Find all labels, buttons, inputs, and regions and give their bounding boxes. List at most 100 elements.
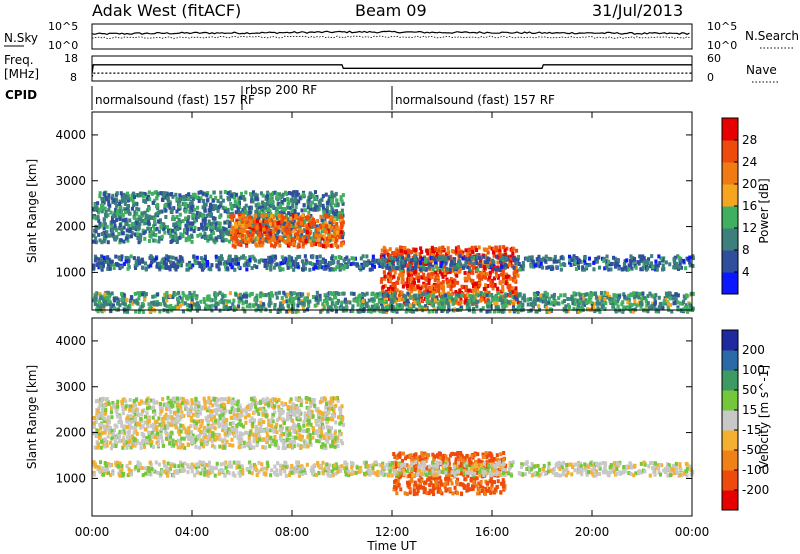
cell (268, 303, 272, 308)
cell (153, 238, 157, 243)
cell (105, 302, 109, 307)
cell (260, 223, 264, 228)
cell (222, 227, 226, 232)
cell (431, 248, 435, 253)
cell (514, 291, 518, 296)
cell (144, 261, 148, 266)
cell (501, 279, 505, 284)
cell (383, 260, 387, 265)
cell (378, 291, 382, 296)
cell (331, 399, 335, 404)
cell (226, 220, 230, 225)
cell (241, 254, 245, 259)
cell (471, 288, 475, 293)
cell (133, 195, 137, 200)
cell (103, 302, 107, 307)
cell (664, 260, 668, 265)
cell (237, 209, 241, 214)
cell (245, 259, 249, 264)
cell (332, 225, 336, 230)
cell (109, 224, 113, 229)
cell (284, 430, 288, 435)
cell (384, 257, 388, 262)
cell (504, 298, 508, 303)
cell (321, 257, 325, 262)
cell (280, 228, 284, 233)
cell (542, 293, 546, 298)
cell (260, 205, 264, 210)
cell (324, 192, 328, 197)
cell (361, 299, 365, 304)
cell (395, 288, 399, 293)
cell (431, 288, 435, 293)
cell (346, 264, 350, 269)
cell (407, 279, 411, 284)
cell (633, 299, 637, 303)
cell (291, 200, 295, 205)
cell (127, 234, 131, 239)
cell (444, 261, 448, 266)
cell (306, 292, 310, 297)
cell (433, 278, 437, 283)
cell (673, 296, 677, 301)
cell (287, 227, 291, 232)
cell (302, 262, 306, 267)
cell (156, 262, 160, 267)
cell (137, 240, 141, 245)
cell (238, 296, 242, 300)
cell (235, 192, 239, 197)
cell (496, 253, 500, 258)
cell (550, 294, 554, 299)
cell (457, 247, 461, 252)
cell (436, 251, 440, 256)
cell (188, 260, 192, 265)
cell (489, 258, 493, 263)
cell (178, 225, 182, 230)
cbar-block (722, 162, 738, 185)
cell (326, 212, 330, 216)
cell (505, 275, 509, 279)
cell (206, 234, 210, 239)
cell (273, 306, 277, 311)
freq-label-line2: [MHz] (4, 67, 39, 81)
cell (493, 282, 497, 287)
cell (325, 205, 329, 210)
cell (214, 420, 218, 425)
cell (100, 303, 104, 308)
cell (181, 291, 185, 295)
cell (155, 226, 159, 231)
cell (393, 298, 397, 303)
cell (192, 229, 196, 234)
cell (118, 213, 122, 218)
cell (237, 256, 241, 261)
cell (327, 198, 331, 203)
cbar-tick-label: 12 (742, 221, 757, 235)
cell (361, 308, 365, 313)
cell (339, 195, 343, 200)
cell (275, 262, 279, 267)
cell (251, 228, 255, 233)
cell (429, 292, 433, 297)
cell (473, 281, 477, 286)
cell (678, 265, 682, 270)
cell (435, 296, 439, 301)
cell (583, 255, 587, 260)
cell (513, 257, 517, 262)
cell (325, 209, 329, 214)
cell (301, 244, 305, 249)
cell (286, 217, 290, 222)
cell (530, 258, 534, 263)
cell (293, 226, 297, 231)
cell (199, 299, 203, 304)
cell (109, 308, 113, 313)
cell (157, 210, 161, 215)
cell (211, 198, 215, 203)
cell (111, 193, 115, 198)
cell (113, 226, 117, 231)
cell (424, 285, 428, 290)
cell (368, 267, 372, 272)
cell (395, 252, 399, 257)
cell (385, 265, 389, 270)
cell (102, 298, 106, 303)
cell (214, 292, 218, 297)
